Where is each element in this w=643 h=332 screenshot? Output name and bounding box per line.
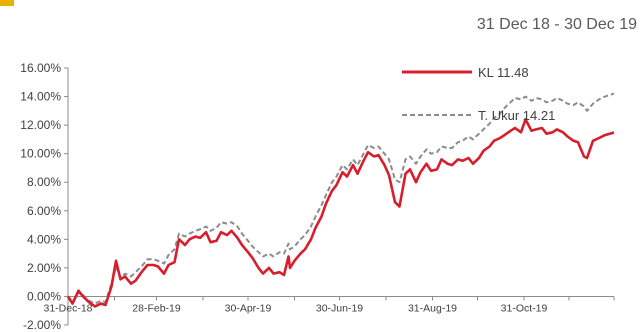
legend-kl-label: KL 11.48 [478,65,529,80]
kl-line [66,118,615,308]
y-tick-label: 6.00% [27,204,61,218]
y-tick-label: 16.00% [20,61,61,75]
series-kl [66,118,615,308]
y-tick-label: -2.00% [23,318,61,332]
series-benchmark [67,92,615,305]
chart-legend: KL 11.48 T. Ukur 14.21 [402,65,555,123]
x-tick-label: 31-Aug-19 [408,302,457,314]
y-tick-label: 12.00% [20,118,61,132]
legend-benchmark-label: T. Ukur 14.21 [478,108,555,123]
y-tick-label: 4.00% [27,232,61,246]
chart-axes [67,68,614,325]
y-tick-label: 14.00% [20,90,61,104]
y-tick-label: 8.00% [27,175,61,189]
x-tick-label: 30-Apr-19 [225,302,272,314]
y-axis-tick-labels: -2.00% 0.00% 2.00% 4.00% 6.00% 8.00% 10.00% 12.… [20,61,68,332]
x-tick-label: 31-Dec-18 [43,302,92,314]
x-axis-tick-labels: 31-Dec-18 28-Feb-19 30-Apr-19 30-Jun-19 31-A… [43,296,615,314]
x-tick-label: 31-Oct-19 [501,302,548,314]
x-tick-label: 30-Jun-19 [316,302,363,314]
brand-accent-mark [0,0,14,6]
benchmark-line [67,92,615,305]
x-tick-label: 28-Feb-19 [132,302,181,314]
y-tick-label: 2.00% [27,261,61,275]
date-range-label: 31 Dec 18 - 30 Dec 19 [476,16,637,33]
y-tick-label: 0.00% [27,289,61,303]
y-tick-label: 10.00% [20,147,61,161]
